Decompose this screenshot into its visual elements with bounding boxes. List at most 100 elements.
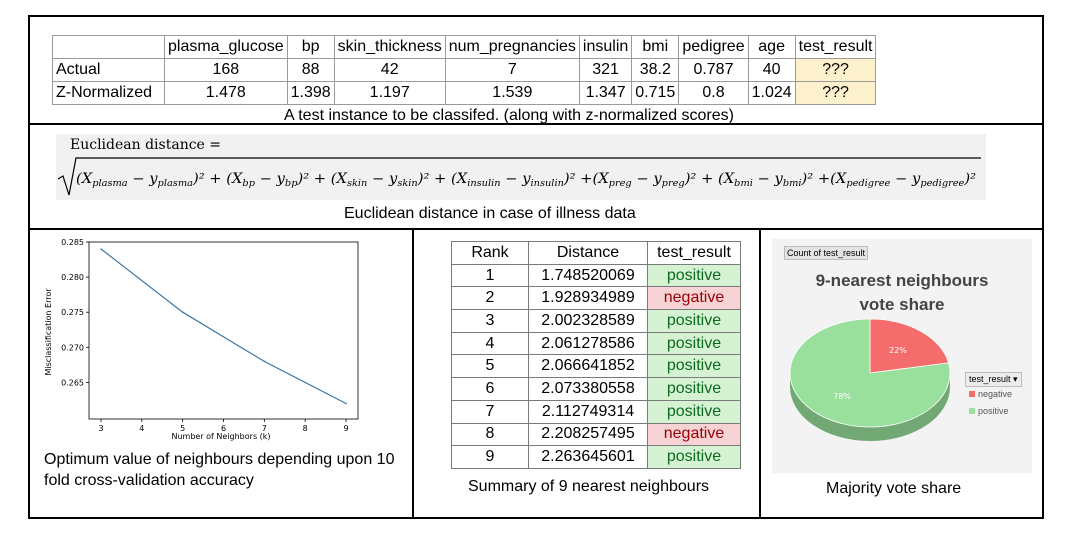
error-curve-line bbox=[100, 248, 347, 405]
x-tick-label: 5 bbox=[180, 424, 185, 433]
misclassification-error-chart: 3 4 5 6 7 8 9 0.285 0.280 0.275 0.270 0.265 Number … bbox=[44, 238, 359, 441]
table-row: 2 1.928934989 negative bbox=[451, 286, 741, 311]
y-tick-label: 0.285 bbox=[61, 238, 84, 247]
distance-cell: 2.112749314 bbox=[528, 399, 648, 424]
header-cell: skin_thickness bbox=[333, 35, 446, 59]
table-cell: 42 bbox=[333, 58, 446, 82]
header-cell: insulin bbox=[578, 35, 633, 59]
table-cell: 321 bbox=[578, 58, 633, 82]
table-row: 4 2.061278586 positive bbox=[451, 331, 741, 356]
legend-swatch-positive bbox=[969, 408, 975, 414]
pie-value-label-positive: 78% bbox=[833, 392, 851, 401]
table-row: 7 2.112749314 positive bbox=[451, 399, 741, 424]
rank-cell: 1 bbox=[451, 263, 529, 288]
table-cell: 1.197 bbox=[333, 81, 446, 105]
table-row: 9 2.263645601 positive bbox=[451, 445, 741, 469]
row-header: Z-Normalized bbox=[52, 81, 165, 105]
euclidean-formula: (Xplasma − y plasma)² + (X bp − y bp)² + (X… bbox=[57, 157, 981, 196]
neighbours-caption: Summary of 9 nearest neighbours bbox=[468, 478, 710, 495]
table-cell: ??? bbox=[794, 58, 877, 82]
table-row: 1 1.748520069 positive bbox=[451, 263, 741, 288]
result-cell: positive bbox=[647, 263, 741, 288]
distance-cell: 1.928934989 bbox=[528, 286, 648, 311]
table-cell: 1.478 bbox=[164, 81, 288, 105]
vote-share-pie: 22% 78% bbox=[789, 318, 951, 441]
distance-cell: 2.066641852 bbox=[528, 354, 648, 379]
x-tick-label: 4 bbox=[139, 424, 144, 433]
y-tick-label: 0.280 bbox=[61, 273, 84, 282]
x-tick-label: 8 bbox=[303, 424, 308, 433]
pie-slice-negative[interactable] bbox=[869, 318, 950, 374]
header-cell: test_result bbox=[647, 241, 741, 265]
legend-item-positive: positive bbox=[969, 406, 1009, 416]
distance-cell: 2.263645601 bbox=[528, 445, 648, 469]
formula-background bbox=[56, 134, 986, 200]
header-cell: age bbox=[747, 35, 796, 59]
distance-cell: 2.061278586 bbox=[528, 331, 648, 356]
pie-field-tag[interactable]: Count of test_result bbox=[784, 246, 869, 260]
pie-depth bbox=[790, 373, 950, 441]
distance-cell: 2.002328589 bbox=[528, 309, 648, 333]
line-chart-caption-2: fold cross-validation accuracy bbox=[44, 472, 254, 489]
table-cell: 1.024 bbox=[747, 81, 796, 105]
table-cell: 1.347 bbox=[578, 81, 633, 105]
result-cell: positive bbox=[647, 354, 741, 379]
table-cell: 88 bbox=[286, 58, 335, 82]
pie-title-line-1: 9-nearest neighbours bbox=[815, 271, 989, 290]
test-instance-caption: A test instance to be classifed. (along … bbox=[284, 107, 734, 124]
result-cell: positive bbox=[647, 331, 741, 356]
header-cell: num_pregnancies bbox=[444, 35, 580, 59]
pie-title: 9-nearest neighbours vote share bbox=[772, 269, 1032, 317]
table-cell: 168 bbox=[164, 58, 288, 82]
pie-slice-positive[interactable] bbox=[789, 318, 951, 428]
data-point bbox=[181, 311, 184, 314]
y-tick-label: 0.270 bbox=[61, 343, 84, 352]
rank-cell: 4 bbox=[451, 331, 529, 356]
x-tick-label: 9 bbox=[343, 424, 348, 433]
plot-frame bbox=[88, 241, 359, 420]
header-cell bbox=[52, 35, 165, 59]
rank-cell: 3 bbox=[451, 309, 529, 333]
nearest-neighbours-table: Rank Distance test_result 1 1.748520069 posit… bbox=[451, 241, 741, 469]
x-axis-label: Number of Neighbors (k) bbox=[171, 432, 270, 441]
y-tick-label: 0.265 bbox=[61, 378, 84, 387]
x-tick-label: 3 bbox=[98, 424, 103, 433]
legend-label-positive: positive bbox=[978, 406, 1009, 416]
header-cell: bp bbox=[286, 35, 335, 59]
table-cell: 0.787 bbox=[678, 58, 749, 82]
header-cell: Distance bbox=[528, 241, 648, 265]
x-tick-label: 7 bbox=[262, 424, 267, 433]
y-axis-label: Misclassification Error bbox=[44, 288, 53, 376]
result-cell: positive bbox=[647, 309, 741, 333]
table-cell: 7 bbox=[444, 58, 580, 82]
table-row: Actual 168 88 42 7 321 38.2 0.787 40??? bbox=[52, 58, 877, 82]
result-cell: positive bbox=[647, 445, 741, 469]
table-cell: 1.539 bbox=[444, 81, 580, 105]
data-point bbox=[345, 402, 347, 405]
distance-cell: 2.073380558 bbox=[528, 377, 648, 401]
rank-cell: 5 bbox=[451, 354, 529, 379]
table-cell: ??? bbox=[794, 81, 877, 105]
table-cell: 38.2 bbox=[631, 58, 680, 82]
pie-caption: Majority vote share bbox=[826, 480, 962, 497]
formula-caption: Euclidean distance in case of illness da… bbox=[344, 205, 636, 222]
table-row: 3 2.002328589 positive bbox=[451, 309, 741, 333]
legend-swatch-negative bbox=[969, 391, 975, 397]
header-cell: bmi bbox=[631, 35, 680, 59]
legend-filter-dropdown[interactable]: test_result ▾ bbox=[965, 372, 1022, 387]
header-cell: Rank bbox=[451, 241, 529, 265]
row-header: Actual bbox=[52, 58, 165, 82]
table-row: 6 2.073380558 positive bbox=[451, 377, 741, 401]
table-cell: 0.715 bbox=[631, 81, 680, 105]
data-point bbox=[263, 360, 266, 363]
legend-item-negative: negative bbox=[969, 389, 1012, 399]
pie-value-label-negative: 22% bbox=[889, 346, 907, 355]
table-cell: 40 bbox=[747, 58, 796, 82]
result-cell: negative bbox=[647, 422, 741, 447]
table-cell: 0.8 bbox=[678, 81, 749, 105]
result-cell: positive bbox=[647, 377, 741, 401]
table-cell: 1.398 bbox=[286, 81, 335, 105]
rank-cell: 2 bbox=[451, 286, 529, 311]
distance-cell: 1.748520069 bbox=[528, 263, 648, 288]
